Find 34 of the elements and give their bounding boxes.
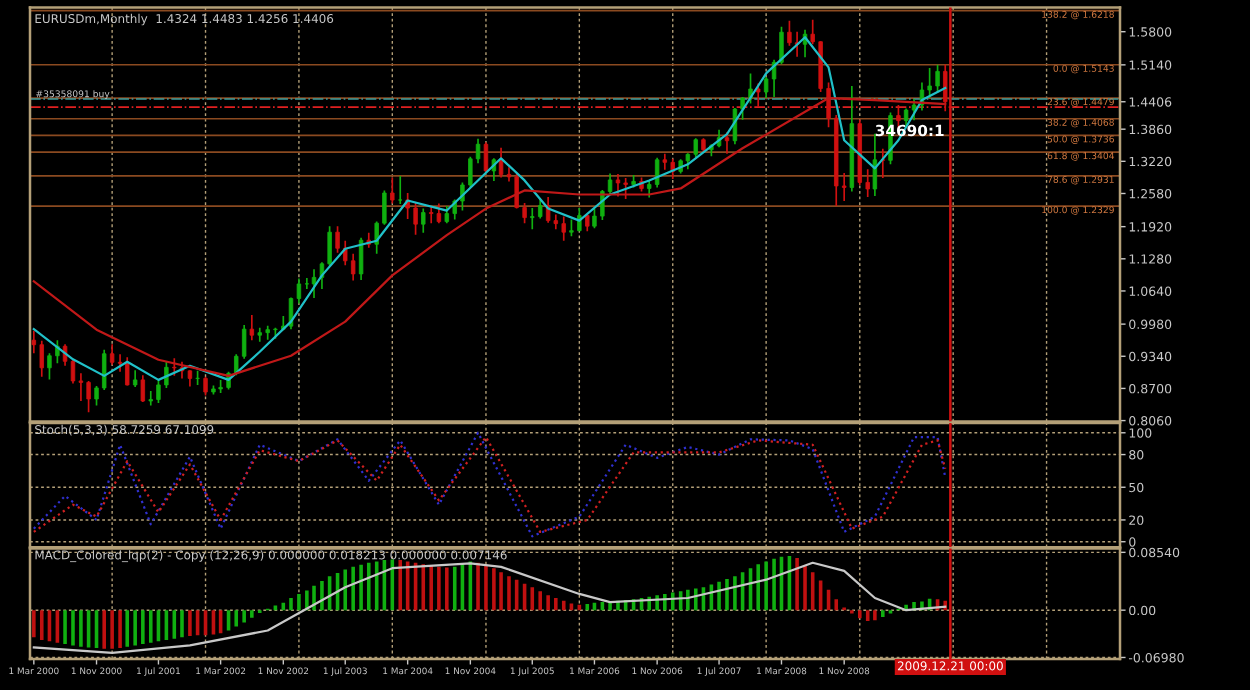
- candlestick: [561, 215, 566, 242]
- candlestick: [413, 202, 418, 236]
- candlestick: [623, 177, 628, 200]
- line-series: [32, 561, 947, 654]
- candlestick: [350, 252, 356, 282]
- candlestick: [935, 64, 940, 94]
- candlestick: [335, 225, 340, 254]
- candlestick: [358, 236, 364, 281]
- candlestick: [530, 207, 535, 230]
- candlestick: [140, 374, 146, 403]
- candlestick: [311, 268, 317, 299]
- candlestick: [436, 202, 442, 224]
- candlestick: [125, 356, 130, 387]
- candlestick: [724, 131, 730, 155]
- candlestick: [787, 19, 792, 47]
- candlestick: [693, 137, 698, 159]
- candlestick: [911, 98, 917, 121]
- candlestick: [537, 197, 543, 220]
- candlestick: [872, 132, 878, 197]
- candlestick: [249, 314, 255, 342]
- candlestick: [86, 380, 91, 414]
- candlestick: [117, 353, 123, 373]
- candlestick: [148, 390, 153, 407]
- candlestick: [748, 72, 753, 105]
- candlestick: [47, 352, 52, 381]
- candlestick: [927, 67, 932, 99]
- candlestick: [398, 175, 403, 205]
- candlestick: [514, 173, 519, 210]
- candlestick: [654, 156, 660, 189]
- candlestick: [421, 207, 426, 234]
- candlestick: [755, 82, 761, 108]
- candlestick: [39, 339, 44, 378]
- candlestick: [428, 206, 434, 224]
- candlestick: [70, 357, 76, 385]
